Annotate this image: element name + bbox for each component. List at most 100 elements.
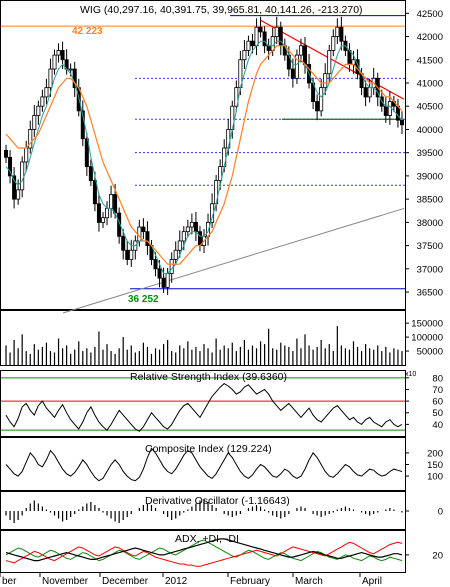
- price-tick-label: 38000: [417, 218, 443, 229]
- candle-body: [169, 259, 174, 274]
- derivative-panel: [0, 491, 406, 530]
- candle-body: [327, 50, 332, 75]
- price-title: WIG (40,297.16, 40,391.75, 39,965.81, 40…: [80, 4, 363, 16]
- rsi-tick-label: 80: [432, 373, 443, 384]
- candle-body: [153, 259, 158, 270]
- candle-body: [315, 101, 320, 112]
- candle-body: [16, 189, 21, 200]
- rsi-tick-label: 40: [432, 420, 443, 431]
- volume-tick-label: 50000: [417, 347, 443, 358]
- candle-body: [8, 156, 13, 177]
- candle-body: [28, 129, 33, 149]
- ma-short-line: [5, 40, 403, 274]
- candle-body: [109, 194, 114, 209]
- composite-tick-label: 150: [427, 460, 443, 471]
- composite-title: Composite Index (129.224): [145, 443, 272, 455]
- candle-body: [177, 240, 182, 251]
- plus-di-line: [5, 539, 403, 562]
- candle-body: [92, 180, 97, 205]
- price-tick-label: 38500: [417, 195, 443, 206]
- price-tick-label: 42000: [417, 32, 443, 43]
- candle-body: [189, 221, 194, 228]
- annotation-low: 36 252: [128, 294, 159, 305]
- price-tick-label: 39000: [417, 171, 443, 182]
- rsi-line: [5, 382, 403, 432]
- candle-body: [141, 226, 146, 233]
- volume-tick-label: 150000: [411, 319, 443, 330]
- candle-body: [24, 147, 29, 163]
- candle-body: [331, 36, 336, 51]
- x-tick-label: November: [42, 576, 89, 587]
- candle-body: [367, 87, 372, 98]
- price-layer: [1, 15, 405, 314]
- candle-body: [60, 50, 65, 61]
- candle-body: [242, 50, 247, 61]
- price-tick-label: 36500: [417, 288, 443, 299]
- axis-layer: 4250042000415004100040500400003950039000…: [0, 9, 443, 587]
- candle-body: [335, 26, 340, 37]
- adx-line: [5, 538, 403, 562]
- candle-body: [125, 249, 130, 260]
- adx-tick-label: 20: [432, 550, 443, 561]
- candle-body: [363, 87, 368, 98]
- candle-body: [351, 59, 356, 65]
- candle-body: [52, 54, 57, 70]
- rsi-title: Relative Strength Index (39.6360): [130, 371, 287, 383]
- candle-body: [105, 208, 110, 219]
- candle-body: [250, 40, 255, 47]
- price-tick-label: 40000: [417, 125, 443, 136]
- candle-body: [36, 105, 41, 116]
- candle-body: [40, 96, 45, 107]
- composite-tick-label: 200: [427, 448, 443, 459]
- candle-body: [193, 221, 198, 233]
- candle-body: [294, 54, 299, 79]
- candle-body: [137, 226, 142, 242]
- derivative-layer: [5, 499, 403, 523]
- rsi-tick-label: 50: [432, 408, 443, 419]
- candle-body: [117, 212, 122, 237]
- downtrend-line: [260, 19, 405, 100]
- composite-tick-label: 100: [427, 472, 443, 483]
- volume-layer: [5, 325, 403, 365]
- candle-body: [20, 161, 25, 191]
- candle-body: [56, 50, 61, 56]
- derivative-title: Derivative Oscillator (-1.16643): [145, 495, 290, 507]
- candle-body: [68, 68, 73, 71]
- x-tick-label: 2012: [165, 576, 188, 587]
- price-tick-label: 42500: [417, 9, 443, 20]
- x-tick-label: ber: [2, 576, 17, 587]
- candle-body: [129, 249, 134, 260]
- candle-body: [298, 45, 303, 56]
- candle-body: [161, 277, 166, 288]
- candle-body: [4, 149, 9, 158]
- candle-body: [222, 147, 227, 168]
- candle-body: [254, 26, 259, 47]
- candle-body: [44, 87, 49, 98]
- candle-body: [319, 87, 324, 112]
- candle-body: [100, 217, 105, 223]
- candle-body: [399, 119, 404, 126]
- x-tick-label: April: [362, 576, 382, 587]
- candle-body: [173, 249, 178, 260]
- candle-body: [48, 68, 53, 89]
- candle-body: [96, 203, 101, 223]
- composite-line: [5, 447, 403, 482]
- candle-body: [218, 166, 223, 181]
- candle-body: [12, 175, 17, 200]
- candle-body: [185, 226, 190, 233]
- candle-body: [323, 73, 328, 89]
- rsi-panel: [0, 370, 406, 437]
- candle-body: [181, 231, 186, 242]
- derivative-tick-label: 0: [438, 507, 443, 518]
- candle-body: [246, 40, 251, 51]
- x-tick-label: December: [102, 576, 149, 587]
- candle-body: [383, 105, 388, 116]
- candle-body: [145, 231, 150, 247]
- candle-body: [226, 129, 231, 149]
- candle-body: [157, 268, 162, 279]
- candle-body: [113, 194, 118, 214]
- price-tick-label: 39500: [417, 148, 443, 159]
- price-tick-label: 37500: [417, 241, 443, 252]
- x-tick-label: February: [230, 576, 270, 587]
- candle-body: [84, 138, 89, 168]
